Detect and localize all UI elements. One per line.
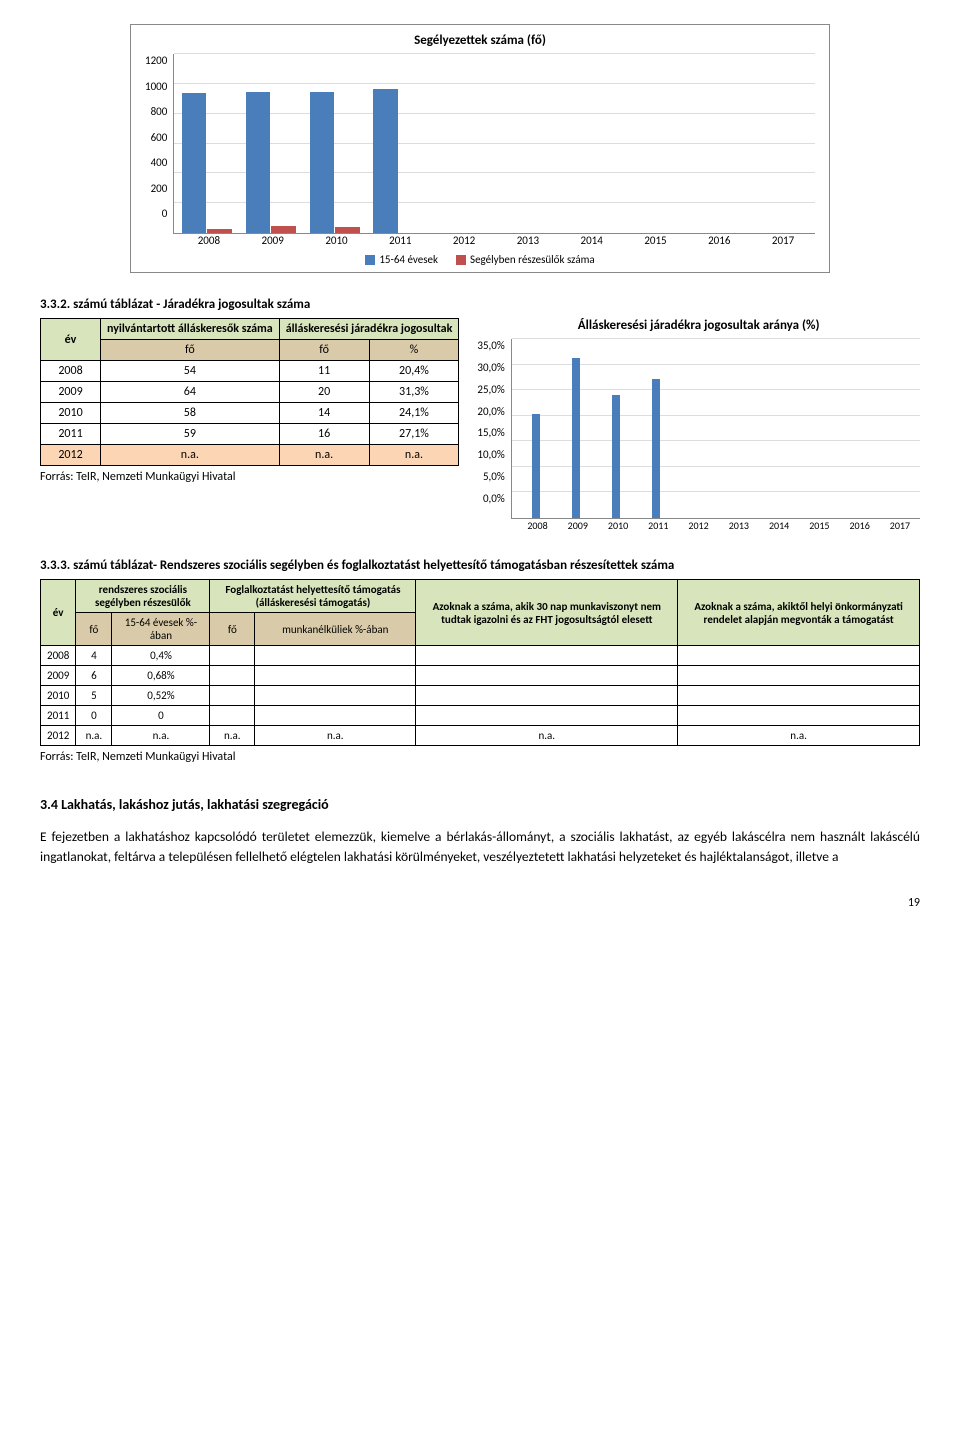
table1-wrap: év nyilvántartott álláskeresők száma áll… xyxy=(40,318,459,484)
th-fo2: fő xyxy=(280,340,370,360)
t2-fht: Foglalkoztatást helyettesítő támogatás (… xyxy=(210,580,416,613)
table1-caption: 3.3.2. számú táblázat - Járadékra jogosu… xyxy=(40,297,920,312)
th-pct: % xyxy=(370,340,459,360)
table1-source: Forrás: TeIR, Nemzeti Munkaügyi Hivatal xyxy=(40,470,459,484)
t2-fo2: fő xyxy=(210,613,255,646)
chart2-title: Álláskeresési járadékra jogosultak arány… xyxy=(477,318,920,333)
th-fo1: fő xyxy=(101,340,280,361)
chart1-legend: 15-64 évesekSegélyben részesülők száma xyxy=(145,253,815,266)
chart2-plot xyxy=(511,339,920,519)
chart-aranya: Álláskeresési járadékra jogosultak arány… xyxy=(477,318,920,532)
table1: év nyilvántartott álláskeresők száma áll… xyxy=(40,318,459,466)
th-ev: év xyxy=(41,319,101,361)
chart1-x-axis: 2008200920102011201220132014201520162017 xyxy=(177,234,815,247)
t2-azok30: Azoknak a száma, akik 30 nap munkaviszon… xyxy=(416,580,678,646)
t2-munk: munkanélküliek %-ában xyxy=(255,613,416,646)
section34-heading: 3.4 Lakhatás, lakáshoz jutás, lakhatási … xyxy=(40,796,920,813)
chart-segelyezettek: Segélyezettek száma (fő) 120010008006004… xyxy=(130,24,830,273)
t2-azokhelyi: Azoknak a száma, akiktől helyi önkormány… xyxy=(678,580,920,646)
t2-rsz: rendszeres szociális segélyben részesülő… xyxy=(76,580,210,613)
section34-body: E fejezetben a lakhatáshoz kapcsolódó te… xyxy=(40,827,920,866)
t2-ev1564: 15-64 évesek %-ában xyxy=(112,613,210,646)
th-nyilv: nyilvántartott álláskeresők száma xyxy=(101,319,280,340)
chart1-y-axis: 120010008006004002000 xyxy=(145,54,173,234)
t2-fo1: fő xyxy=(76,613,112,646)
t2-ev: év xyxy=(41,580,76,646)
table2-source: Forrás: TeIR, Nemzeti Munkaügyi Hivatal xyxy=(40,750,920,764)
th-jog: álláskeresési járadékra jogosultak xyxy=(279,319,459,340)
chart1-title: Segélyezettek száma (fő) xyxy=(145,33,815,48)
chart1-plot xyxy=(173,54,815,234)
chart2-y-axis: 35,0%30,0%25,0%20,0%15,0%10,0%5,0%0,0% xyxy=(477,339,510,519)
chart2-x-axis: 2008200920102011201220132014201520162017 xyxy=(517,519,920,532)
page-number: 19 xyxy=(40,896,920,910)
table2-caption: 3.3.3. számú táblázat- Rendszeres szociá… xyxy=(40,558,920,573)
table2: év rendszeres szociális segélyben részes… xyxy=(40,579,920,746)
